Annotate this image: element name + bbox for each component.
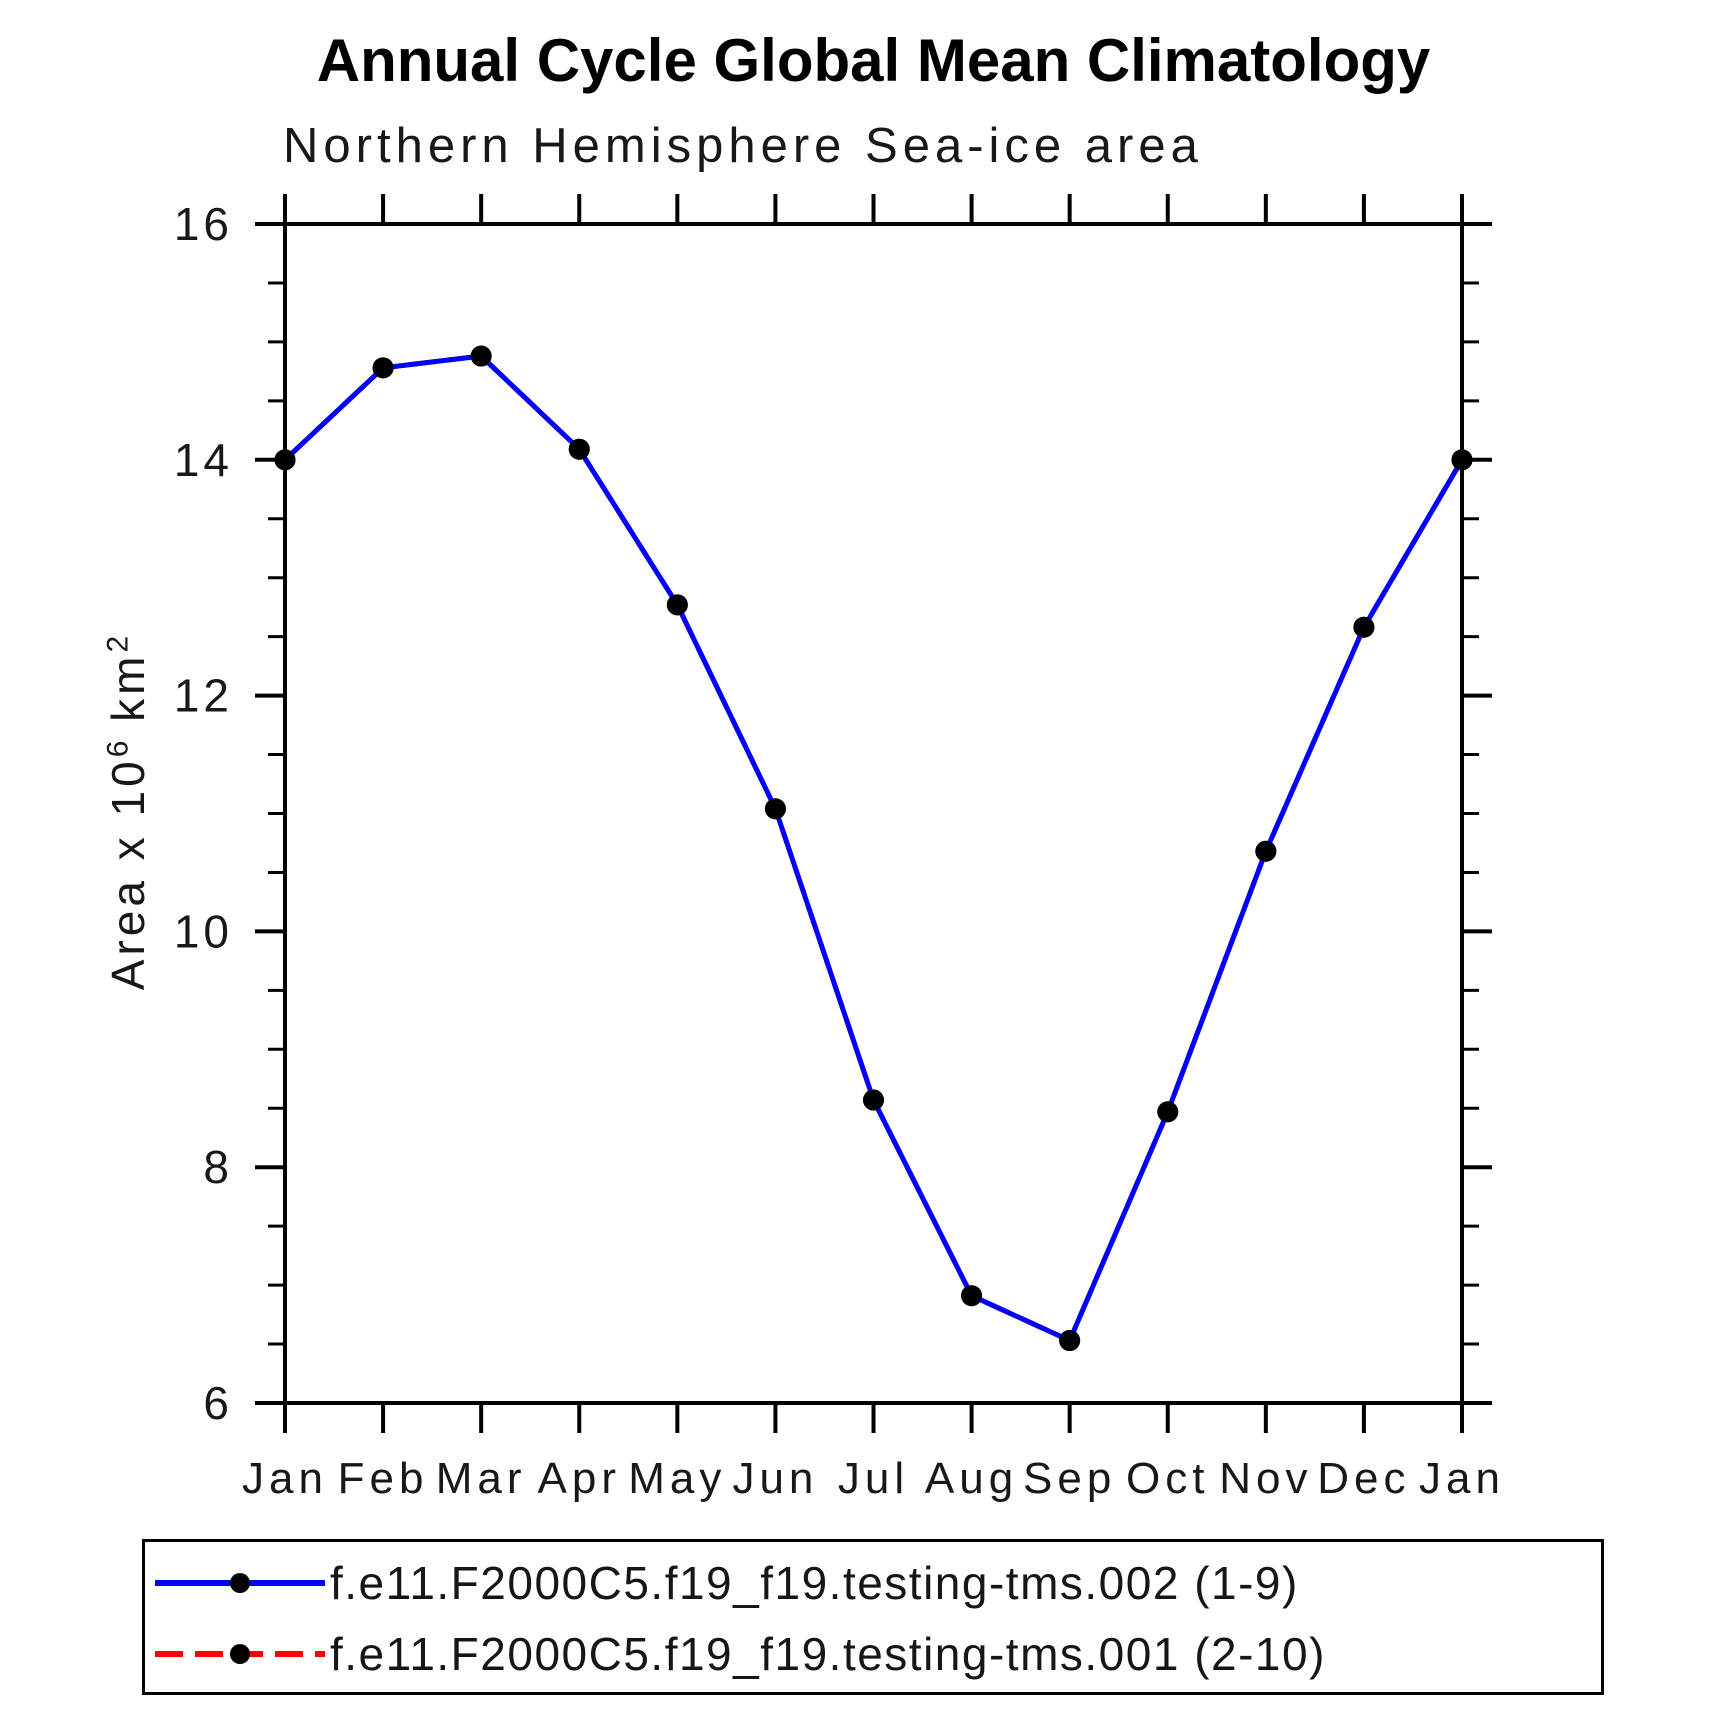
legend-sample-tms001 <box>155 1644 325 1664</box>
x-tick-label: Jan <box>1419 1454 1505 1503</box>
y-tick-label: 16 <box>174 198 233 250</box>
y-tick-label: 8 <box>203 1141 233 1193</box>
x-tick-label: Jun <box>732 1454 818 1503</box>
x-tick-label: Feb <box>338 1454 429 1503</box>
data-point-marker <box>1451 449 1473 471</box>
data-point-marker <box>863 1089 884 1111</box>
data-point-marker <box>1255 840 1277 862</box>
data-point-marker <box>1157 1101 1179 1123</box>
series-line-0 <box>283 353 1465 1344</box>
data-point-marker <box>274 449 296 471</box>
data-point-marker <box>1353 616 1375 638</box>
y-tick-label: 10 <box>174 905 233 957</box>
x-tick-label: Mar <box>436 1454 527 1503</box>
legend-marker-icon <box>230 1573 250 1593</box>
legend-sample-tms002 <box>155 1573 325 1593</box>
data-point-marker <box>568 438 590 460</box>
plot-frame <box>283 222 1464 1405</box>
legend-marker-icon <box>230 1644 250 1664</box>
x-tick-label: Aug <box>925 1454 1018 1503</box>
x-tick-label: May <box>628 1454 726 1503</box>
x-tick-label: Nov <box>1219 1454 1312 1503</box>
x-tick-label: Jul <box>838 1454 909 1503</box>
legend-entry-tms002: f.e11.F2000C5.f19_f19.testing-tms.002 (1… <box>149 1557 1299 1609</box>
chart-subtitle: Northern Hemisphere Sea-ice area <box>283 119 1203 173</box>
data-point-marker <box>372 357 394 379</box>
x-tick-label: Dec <box>1317 1454 1410 1503</box>
series-line-1 <box>283 353 1465 1344</box>
y-tick-label: 12 <box>174 670 233 722</box>
chart-title: Annual Cycle Global Mean Climatology <box>316 27 1431 94</box>
data-point-marker <box>961 1285 983 1307</box>
x-tick-label: Apr <box>538 1454 621 1503</box>
data-point-marker <box>666 594 688 616</box>
legend: f.e11.F2000C5.f19_f19.testing-tms.002 (1… <box>142 1539 1604 1695</box>
data-point-marker <box>1059 1330 1081 1352</box>
legend-entry-tms001: f.e11.F2000C5.f19_f19.testing-tms.001 (2… <box>149 1628 1326 1680</box>
y-tick-label: 6 <box>203 1377 233 1429</box>
legend-label-tms002: f.e11.F2000C5.f19_f19.testing-tms.002 (1… <box>330 1557 1299 1609</box>
x-tick-label: Jan <box>242 1454 328 1503</box>
legend-label-tms001: f.e11.F2000C5.f19_f19.testing-tms.001 (2… <box>330 1628 1326 1680</box>
x-tick-label: Oct <box>1126 1454 1209 1503</box>
data-point-marker <box>764 798 786 820</box>
x-tick-label: Sep <box>1023 1454 1116 1503</box>
y-tick-label: 14 <box>174 434 233 486</box>
data-point-marker <box>470 345 492 367</box>
